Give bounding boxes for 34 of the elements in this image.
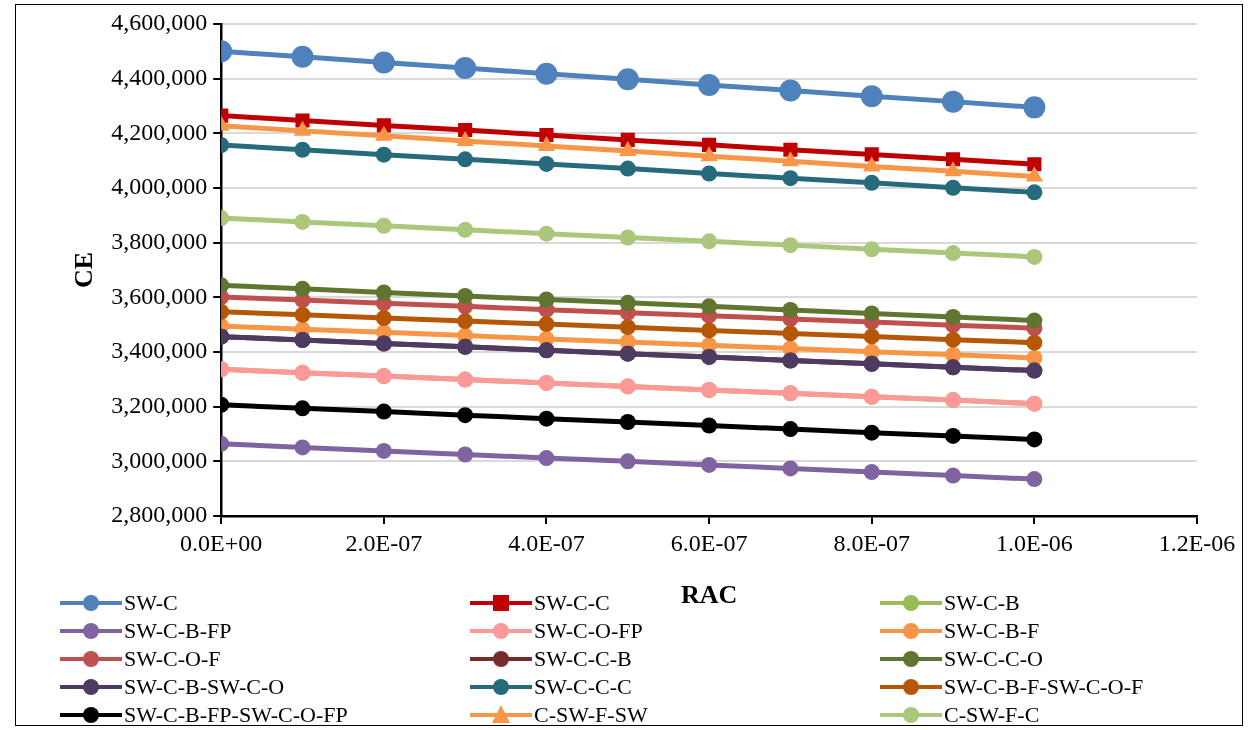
legend-label: SW-C-C-O (944, 646, 1043, 672)
legend-label: SW-C (124, 590, 178, 616)
x-tick-label: 1.2E-06 (1158, 529, 1236, 556)
legend-label: SW-C-C (534, 590, 610, 616)
x-tick-label: 6.0E-07 (670, 529, 748, 556)
y-axis-title: CE (69, 251, 99, 289)
y-tick-label: 3,600,000 (111, 282, 208, 309)
y-tick-label: 3,200,000 (111, 391, 208, 418)
legend-label: SW-C-O-FP (534, 618, 643, 644)
x-tick-label: 1.0E-06 (996, 529, 1073, 556)
y-tick-label: 2,800,000 (111, 501, 208, 528)
legend-label: SW-C-C-B (534, 646, 632, 672)
y-tick-label: 4,600,000 (111, 9, 208, 36)
legend-label: SW-C-B-FP (124, 618, 232, 644)
x-tick-label: 2.0E-07 (345, 529, 423, 556)
legend-label: SW-C-C-C (534, 674, 632, 700)
y-tick-label: 3,800,000 (111, 227, 208, 254)
y-tick-label: 3,000,000 (111, 446, 208, 473)
x-axis-title: RAC (680, 580, 738, 610)
legend-label: SW-C-B-F-SW-C-O-F (944, 674, 1144, 700)
legend-label: SW-C-B (944, 590, 1020, 616)
y-tick-label: 4,000,000 (111, 173, 208, 200)
y-tick-label: 4,400,000 (111, 63, 208, 90)
x-tick-label: 0.0E+00 (180, 529, 263, 556)
legend-label: C-SW-F-SW (534, 702, 648, 728)
legend-label: SW-C-B-SW-C-O (124, 674, 285, 700)
x-tick-label: 4.0E-07 (508, 529, 585, 556)
y-tick-label: 3,400,000 (111, 337, 208, 364)
legend-label: SW-C-B-FP-SW-C-O-FP (124, 702, 348, 728)
legend-label: SW-C-O-F (124, 646, 221, 672)
x-tick-label: 8.0E-07 (833, 529, 911, 556)
legend-label: C-SW-F-C (944, 702, 1040, 728)
y-tick-label: 4,200,000 (111, 118, 208, 145)
legend-label: SW-C-B-F (944, 618, 1040, 644)
